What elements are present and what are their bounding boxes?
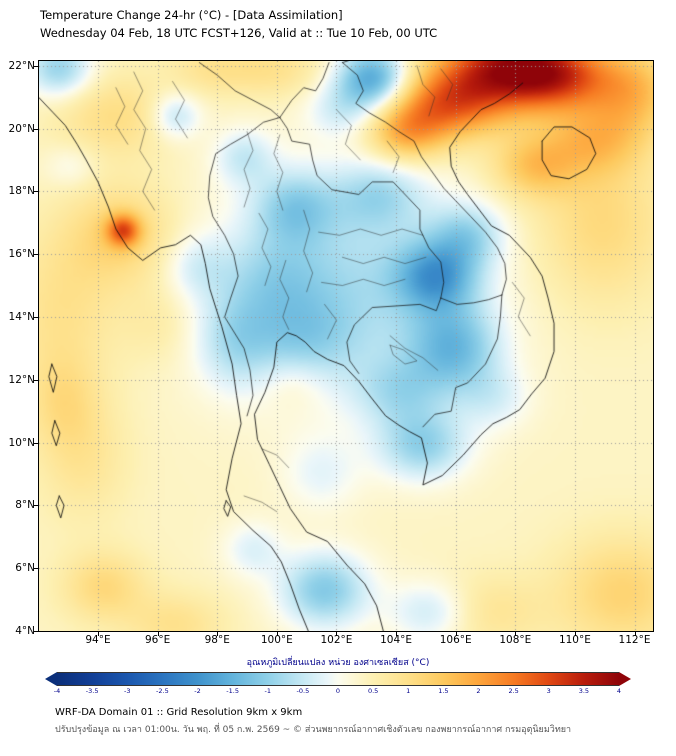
y-axis-tick — [34, 128, 39, 130]
lon-tick-label: 94°E — [85, 634, 111, 646]
lon-tick-label: 102°E — [320, 634, 353, 646]
y-axis-tick — [34, 631, 39, 632]
colorbar-tick-label: -1 — [264, 687, 271, 695]
lat-tick-label: 10°N — [8, 436, 35, 449]
x-axis-tick — [396, 631, 398, 636]
x-axis-tick — [515, 631, 517, 636]
lat-tick-label: 6°N — [15, 562, 35, 575]
lon-tick-label: 104°E — [380, 634, 413, 646]
colorbar-tick-label: 3 — [546, 687, 551, 695]
footer-update-info: ปรับปรุงข้อมูล ณ เวลา 01:00น. วัน พฤ. ที… — [55, 725, 572, 735]
colorbar-gradient — [57, 672, 619, 686]
lat-tick-label: 12°N — [8, 373, 35, 386]
lon-tick-label: 96°E — [145, 634, 171, 646]
y-axis-tick — [34, 505, 39, 507]
y-axis-tick — [34, 254, 39, 256]
lat-tick-label: 22°N — [8, 59, 35, 72]
map-frame: 22°N 20°N 18°N 16°N 14°N 12°N 10°N 8°N 6°N 4°N 94°… — [9, 60, 654, 646]
colorbar-tick-label: -2.5 — [156, 687, 169, 695]
footer: WRF-DA Domain 01 :: Grid Resolution 9km … — [55, 707, 571, 736]
page-title: Temperature Change 24-hr (°C) - [Data As… — [40, 8, 343, 22]
y-axis-tick — [34, 316, 39, 318]
lon-tick-label: 106°E — [439, 634, 472, 646]
colorbar-tick-label: 0 — [335, 687, 341, 695]
colorbar-tick-label: 3.5 — [578, 687, 590, 695]
colorbar-tick-label: -4 — [53, 687, 61, 695]
y-axis-tick — [34, 568, 39, 570]
colorbar-tick-label: 1 — [406, 687, 411, 695]
heatmap-canvas — [39, 61, 653, 631]
lon-tick-label: 108°E — [499, 634, 532, 646]
y-axis-tick — [34, 442, 39, 444]
x-axis-tick — [157, 631, 159, 636]
lat-tick-label: 16°N — [8, 248, 35, 261]
lon-tick-label: 112°E — [618, 634, 651, 646]
x-axis-tick — [336, 631, 338, 636]
lat-tick-label: 14°N — [8, 310, 35, 323]
colorbar-tick-label: 0.5 — [367, 687, 379, 695]
lon-tick-label: 98°E — [204, 634, 230, 646]
colorbar-right-arrow — [619, 672, 631, 686]
colorbar: อุณหภูมิเปลี่ยนแปลง หน่วย องศาเซลเซียส (… — [45, 655, 631, 696]
lat-tick-label: 4°N — [15, 625, 35, 637]
lat-tick-label: 20°N — [8, 122, 35, 135]
lat-tick-label: 18°N — [8, 185, 35, 198]
colorbar-left-arrow — [45, 672, 57, 686]
lat-tick-label: 8°N — [15, 499, 35, 512]
y-axis-tick — [34, 191, 39, 193]
colorbar-tick-label: 2 — [476, 687, 481, 695]
footer-domain-info: WRF-DA Domain 01 :: Grid Resolution 9km … — [55, 707, 303, 718]
x-axis-tick — [634, 631, 636, 636]
x-axis-tick — [455, 631, 457, 636]
colorbar-label: อุณหภูมิเปลี่ยนแปลง หน่วย องศาเซลเซียส (… — [246, 658, 430, 668]
lon-tick-label: 100°E — [260, 634, 293, 646]
x-axis-tick — [217, 631, 219, 636]
colorbar-tick-label: -0.5 — [296, 687, 310, 695]
colorbar-tick-label: -3.5 — [85, 687, 99, 695]
colorbar-tick-label: -1.5 — [226, 687, 239, 695]
colorbar-ticks: -4 -3.5 -3 -2.5 -2 -1.5 -1 -0.5 0 0.5 1 1.5 2 2.5 3 3.5… — [53, 686, 622, 696]
colorbar-bar — [45, 672, 631, 686]
x-axis-tick — [276, 631, 278, 636]
lon-tick-label: 110°E — [558, 634, 591, 646]
colorbar-tick-label: -2 — [194, 687, 201, 695]
colorbar-tick-label: -3 — [124, 687, 131, 695]
colorbar-tick-label: 2.5 — [508, 687, 519, 695]
page-subtitle: Wednesday 04 Feb, 18 UTC FCST+126, Valid… — [40, 26, 438, 40]
colorbar-tick-label: 1.5 — [438, 687, 449, 695]
x-axis-tick — [98, 631, 99, 636]
x-axis-tick — [574, 631, 576, 636]
y-axis-tick — [34, 379, 39, 381]
header: Temperature Change 24-hr (°C) - [Data As… — [40, 8, 437, 40]
colorbar-tick-label: 4 — [616, 687, 622, 695]
y-axis-tick — [34, 65, 39, 67]
